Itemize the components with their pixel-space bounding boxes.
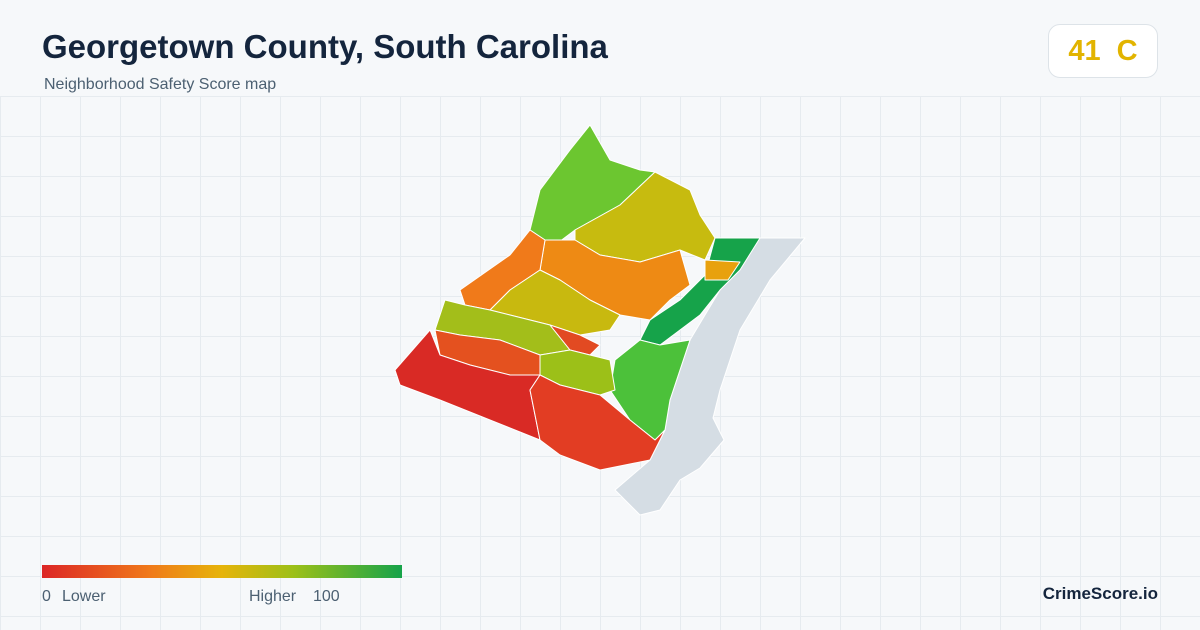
legend-min: 0	[42, 588, 51, 605]
region	[529, 374, 666, 471]
legend-max-label: Higher	[249, 588, 297, 605]
region	[394, 329, 541, 441]
region	[549, 324, 601, 356]
legend-min-label: Lower	[62, 588, 106, 605]
legend-bar	[42, 565, 402, 578]
region	[704, 259, 741, 281]
score-badge: 41 C	[1048, 24, 1158, 78]
title: Georgetown County, South Carolina	[42, 28, 608, 65]
score: 41	[1068, 34, 1101, 67]
brand: CrimeScore.io	[1042, 584, 1158, 603]
subtitle: Neighborhood Safety Score map	[44, 76, 277, 93]
header: Georgetown County, South Carolina Neighb…	[0, 0, 1200, 96]
legend-max: 100	[313, 588, 340, 605]
grade: C	[1116, 34, 1138, 67]
region	[529, 124, 656, 246]
